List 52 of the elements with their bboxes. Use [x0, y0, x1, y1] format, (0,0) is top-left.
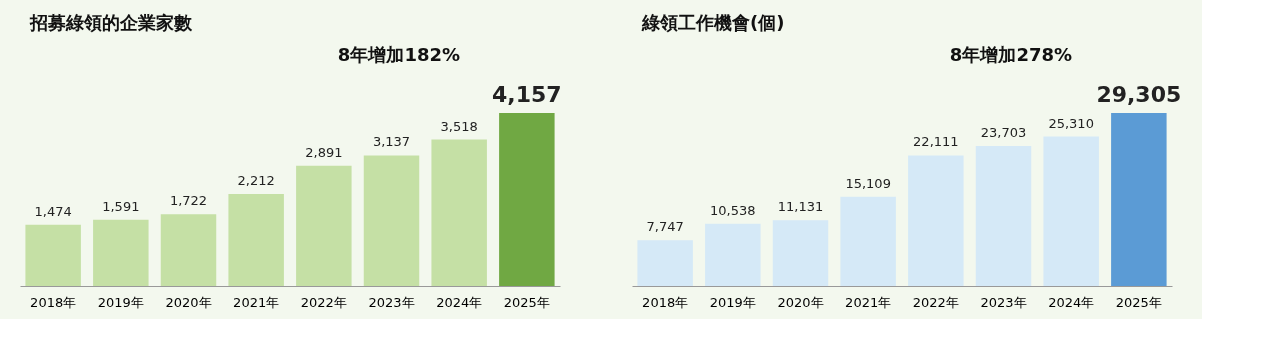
bar [499, 112, 555, 286]
x-tick-label: 2021年 [233, 294, 280, 310]
x-tick-label: 2019年 [97, 294, 144, 310]
text: 8年增加278% [949, 44, 1072, 65]
x-tick-label: 2023年 [980, 294, 1027, 310]
bar [228, 193, 284, 286]
x-tick-label: 2024年 [436, 294, 483, 310]
x-tick-label: 2025年 [1115, 294, 1162, 310]
data-label: 22,111 [913, 134, 959, 150]
x-tick-label: 2021年 [845, 294, 892, 310]
data-label: 4,157 [492, 81, 562, 107]
data-label: 29,305 [1096, 81, 1182, 107]
data-label: 1,722 [169, 193, 208, 209]
bar [160, 214, 217, 286]
data-label: 25,310 [1048, 115, 1094, 131]
x-tick-label: 2022年 [912, 294, 959, 310]
bar [840, 196, 896, 286]
data-label: 23,703 [980, 125, 1027, 141]
bar [705, 223, 761, 286]
data-label: 1,474 [34, 203, 72, 219]
data-label: 15,109 [845, 175, 891, 191]
data-label: 1,591 [102, 198, 140, 214]
x-tick-label: 2023年 [368, 294, 415, 310]
data-label: 3,518 [440, 118, 478, 134]
data-label: 11,131 [777, 199, 824, 215]
bar [296, 165, 352, 286]
data-label: 2,891 [305, 144, 343, 160]
data-label: 10,538 [710, 202, 756, 218]
x-tick-label: 2018年 [30, 294, 77, 310]
bar [637, 240, 693, 286]
data-label: 3,137 [372, 134, 411, 150]
bar [25, 224, 81, 286]
bar [975, 146, 1032, 286]
x-tick-label: 2020年 [777, 294, 824, 310]
x-tick-label: 2018年 [642, 294, 689, 310]
chart-title: 綠領工作機會(個) [641, 12, 785, 33]
data-label: 2,212 [237, 172, 275, 188]
x-tick-label: 2020年 [165, 294, 212, 310]
bar [431, 139, 487, 286]
bar [93, 219, 149, 286]
chart-title: 招募綠領的企業家數 [29, 12, 193, 33]
bar [772, 220, 829, 286]
data-label: 7,747 [646, 219, 684, 235]
x-tick-label: 2022年 [300, 294, 347, 310]
x-tick-label: 2024年 [1048, 294, 1095, 310]
x-tick-label: 2025年 [503, 294, 550, 310]
bar [908, 155, 964, 286]
x-tick-label: 2019年 [709, 294, 756, 310]
bar [1043, 136, 1099, 286]
bar [1111, 112, 1167, 286]
bar [363, 155, 420, 286]
text: 8年增加182% [337, 44, 460, 65]
